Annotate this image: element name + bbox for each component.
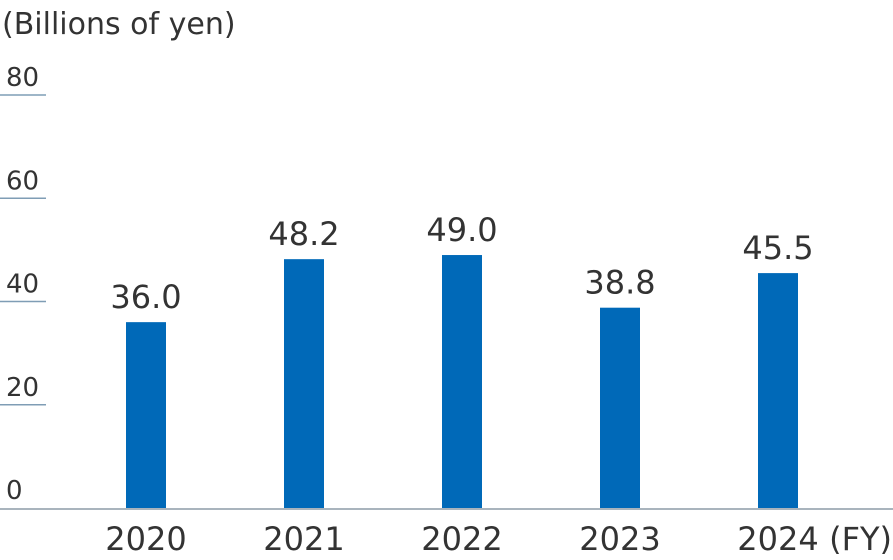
data-label-2020: 36.0	[110, 278, 181, 316]
x-tick-label-2020: 2020	[105, 520, 186, 558]
bar-2023	[600, 307, 640, 508]
y-tick-label: 40	[6, 270, 39, 300]
x-axis: 2020 2021 2022 2023 2024 (FY)	[0, 508, 893, 558]
data-label-2021: 48.2	[268, 215, 339, 253]
x-tick-label-2022: 2022	[421, 520, 502, 558]
x-tick-label-2023: 2023	[579, 520, 660, 558]
y-tick-label: 80	[6, 63, 39, 93]
y-axis: 0 20 40 60 80	[0, 63, 46, 506]
data-label-2023: 38.8	[584, 264, 655, 302]
x-tick-label-2021: 2021	[263, 520, 344, 558]
data-label-2022: 49.0	[426, 211, 497, 249]
bar-2024	[758, 273, 798, 508]
x-tick-label-2024: 2024	[737, 520, 818, 558]
y-tick-label: 0	[6, 476, 23, 506]
x-axis-unit-label: (FY)	[829, 520, 892, 558]
bar-2022	[442, 255, 482, 508]
data-label-2024: 45.5	[742, 229, 813, 267]
y-axis-unit-label: (Billions of yen)	[2, 7, 236, 42]
y-tick-label: 20	[6, 373, 39, 403]
y-tick-label: 60	[6, 166, 39, 196]
bar-2021	[284, 259, 324, 508]
bar-2020	[126, 322, 166, 508]
bars-group: 36.0 48.2 49.0 38.8 45.5	[110, 211, 814, 508]
